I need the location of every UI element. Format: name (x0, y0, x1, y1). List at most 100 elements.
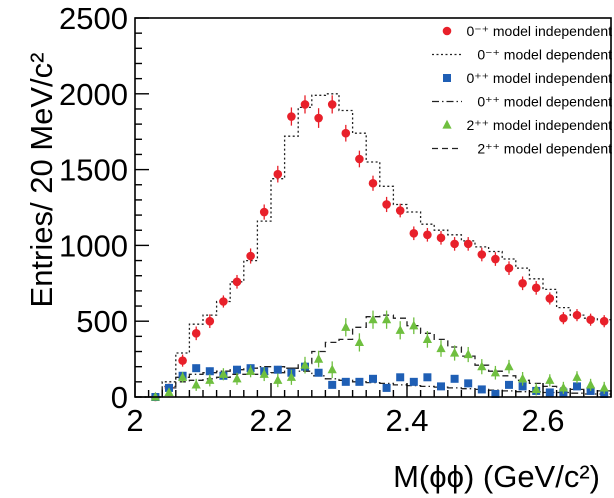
data-point (545, 375, 555, 384)
data-point (422, 334, 432, 343)
data-point (518, 279, 527, 288)
data-point (409, 377, 418, 386)
data-point (531, 283, 541, 293)
data-point (450, 374, 459, 383)
data-point (599, 382, 609, 392)
data-point (477, 250, 487, 259)
data-point (232, 373, 242, 383)
data-point (355, 377, 364, 386)
data-point (436, 343, 446, 353)
x-tick-label: 2.2 (249, 403, 292, 438)
data-point (436, 233, 446, 243)
data-point (164, 387, 174, 397)
data-point (300, 359, 310, 369)
data-point (191, 379, 201, 389)
y-tick-label: 0 (111, 380, 128, 415)
plot-frame (134, 17, 612, 398)
data-point (327, 364, 337, 374)
data-point (273, 365, 282, 374)
data-point (518, 373, 528, 383)
legend-label: 0⁺⁺ model dependent (477, 94, 612, 110)
series-line (135, 314, 611, 398)
data-point (219, 297, 228, 306)
data-point (531, 384, 541, 394)
data-point (369, 374, 377, 383)
data-point (450, 347, 460, 357)
y-tick-label: 1000 (59, 228, 128, 263)
data-point (233, 365, 241, 374)
legend-marker (442, 26, 452, 36)
data-point (491, 254, 500, 264)
x-tick-label: 2.6 (521, 403, 564, 438)
data-point (382, 314, 392, 324)
data-point (573, 382, 581, 391)
legend: 0⁻⁺ model independent 0⁻⁺ model dependent… (432, 23, 612, 157)
data-point (246, 251, 255, 261)
data-point (572, 310, 582, 320)
data-point (178, 356, 187, 365)
data-point (409, 228, 419, 238)
legend-label: 0⁻⁺ model independent (466, 23, 612, 39)
data-point (572, 372, 582, 381)
data-point (586, 379, 596, 389)
legend-label: 2⁺⁺ model dependent (477, 141, 612, 157)
data-point (463, 349, 473, 359)
y-tick-label: 2000 (59, 77, 128, 112)
data-point (300, 100, 310, 109)
x-tick-label: 2 (126, 403, 143, 438)
x-tick-label: 2.4 (385, 403, 428, 438)
data-point (504, 263, 514, 273)
data-point (327, 100, 337, 109)
data-point (437, 382, 445, 391)
data-point (218, 369, 228, 378)
data-point (395, 325, 405, 334)
data-point (504, 361, 514, 371)
data-point (286, 372, 296, 381)
data-point (259, 207, 269, 217)
data-point (450, 239, 459, 249)
data-point (518, 382, 527, 391)
data-point (341, 128, 351, 138)
axes: 0 500 1000 1500 2000 2500 2 2.2 2.4 2.6 (59, 1, 612, 438)
data-point (314, 353, 324, 363)
data-point (545, 294, 555, 303)
data-point (178, 372, 188, 381)
data-point (368, 178, 378, 188)
data-point (599, 316, 609, 326)
data-point (423, 230, 432, 240)
data-point (586, 315, 595, 324)
data-point (409, 320, 419, 330)
data-point (314, 113, 323, 123)
data-point (368, 314, 378, 324)
data-point (355, 154, 364, 164)
data-point (559, 313, 568, 323)
data-point (341, 377, 350, 386)
data-point (232, 277, 242, 287)
x-axis-title: M(ϕϕ) (GeV/c²) (393, 459, 600, 494)
data-point (505, 380, 513, 389)
data-point (287, 112, 296, 121)
data-point (491, 389, 500, 398)
data-point (558, 382, 568, 392)
data-layer (135, 93, 611, 402)
data-point (464, 379, 473, 388)
data-point (423, 373, 432, 382)
y-tick-label: 1500 (59, 153, 128, 188)
data-point (341, 322, 351, 331)
data-point (477, 385, 486, 394)
data-point (273, 375, 283, 384)
data-point (205, 316, 215, 326)
data-point (490, 367, 500, 377)
legend-label: 0⁺⁺ model independent (466, 70, 612, 86)
data-point (246, 366, 256, 375)
data-point (463, 239, 473, 249)
legend-marker (442, 119, 452, 129)
data-point (545, 388, 554, 397)
data-point (314, 368, 323, 377)
data-point (354, 337, 364, 347)
data-point (382, 383, 391, 392)
data-point (192, 364, 201, 373)
legend-label: 2⁺⁺ model independent (466, 117, 612, 133)
data-point (205, 367, 214, 376)
